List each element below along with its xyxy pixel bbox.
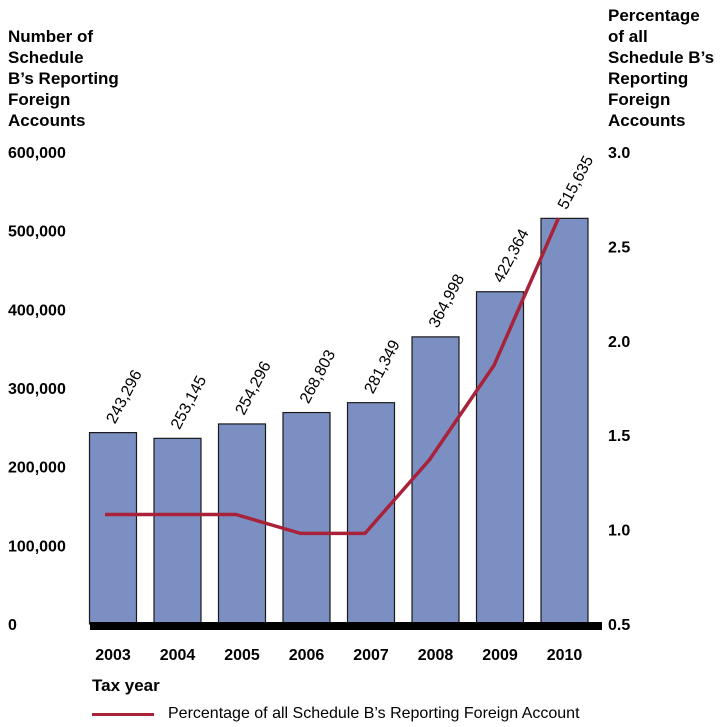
x-tick-label: 2008 xyxy=(418,647,454,664)
x-tick-label: 2010 xyxy=(547,647,583,664)
bar-data-label: 268,803 xyxy=(297,347,339,406)
bar-2010 xyxy=(540,217,589,625)
bar-data-label: 243,296 xyxy=(104,367,146,426)
bar-2005 xyxy=(217,423,267,625)
bar-data-label: 364,998 xyxy=(426,272,468,331)
x-axis-title: Tax year xyxy=(92,676,160,695)
y-left-tick-label: 200,000 xyxy=(8,460,66,477)
bar-data-label: 253,145 xyxy=(168,373,210,432)
legend-line-swatch xyxy=(92,712,154,716)
y-right-tick-label: 3.0 xyxy=(608,145,630,162)
legend: Percentage of all Schedule B’s Reporting… xyxy=(92,703,580,725)
bar-2009 xyxy=(475,291,525,625)
bar-2003 xyxy=(88,432,138,625)
y-right-tick-label: 1.5 xyxy=(608,428,630,445)
legend-label: Percentage of all Schedule B’s Reporting… xyxy=(168,705,580,722)
y-left-tick-label: 400,000 xyxy=(8,302,66,319)
y-left-tick-label: 100,000 xyxy=(8,538,66,555)
bar-data-label: 281,349 xyxy=(362,337,404,396)
left-axis-title: Number of Schedule B’s Reporting Foreign… xyxy=(8,27,119,130)
bar-2007 xyxy=(346,402,396,625)
y-right-tick-label: 2.0 xyxy=(608,334,630,351)
x-tick-label: 2009 xyxy=(482,647,518,664)
y-left-tick-label: 500,000 xyxy=(8,224,66,241)
x-tick-label: 2006 xyxy=(289,647,325,664)
y-right-tick-label: 1.0 xyxy=(608,523,630,540)
bar-2008 xyxy=(411,336,460,625)
bar-data-label: 254,296 xyxy=(233,359,275,418)
bar-2004 xyxy=(153,437,202,625)
y-left-tick-label: 300,000 xyxy=(8,381,66,398)
percentage-line xyxy=(105,217,561,536)
y-left-tick-label: 600,000 xyxy=(8,145,66,162)
x-tick-label: 2003 xyxy=(95,647,131,664)
bar-2006 xyxy=(282,411,331,625)
y-right-tick-label: 2.5 xyxy=(608,239,630,256)
y-right-tick-label: 0.5 xyxy=(608,617,630,634)
bar-data-label: 422,364 xyxy=(491,226,533,285)
x-tick-label: 2004 xyxy=(160,647,196,664)
x-tick-label: 2005 xyxy=(224,647,260,664)
x-axis-baseline xyxy=(90,622,602,630)
bar-data-label: 515,635 xyxy=(555,153,597,212)
x-tick-label: 2007 xyxy=(353,647,389,664)
y-left-tick-label: 0 xyxy=(8,617,17,634)
right-axis-title: Percentage of all Schedule B’s Reporting… xyxy=(608,6,715,130)
